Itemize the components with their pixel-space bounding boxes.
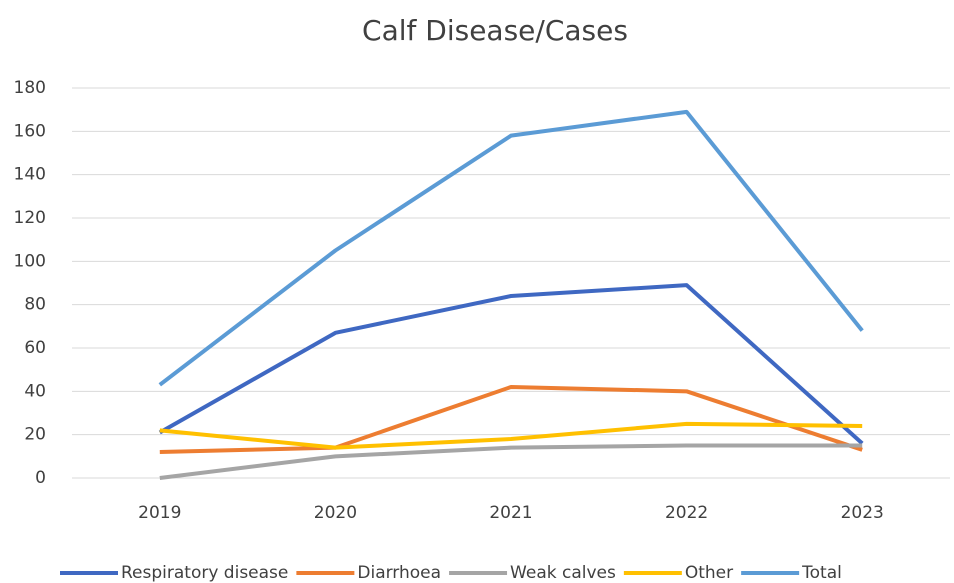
x-tick-label: 2019 [138, 503, 181, 523]
x-tick-label: 2023 [841, 503, 884, 523]
chart-title: Calf Disease/Cases [362, 14, 628, 47]
series-line [159, 421, 863, 450]
y-tick-label: 100 [14, 251, 46, 271]
series-line [158, 109, 864, 387]
y-tick-label: 180 [14, 78, 46, 98]
x-tick-label: 2021 [489, 503, 532, 523]
legend-label: Diarrhoea [357, 563, 441, 583]
legend-label: Respiratory disease [121, 563, 288, 583]
y-tick-label: 120 [14, 208, 46, 228]
legend-label: Other [685, 563, 733, 583]
series-line [158, 283, 864, 445]
y-tick-label: 140 [14, 165, 46, 185]
x-tick-label: 2020 [314, 503, 357, 523]
series-line [159, 443, 863, 480]
x-tick-label: 2022 [665, 503, 708, 523]
y-tick-label: 0 [35, 468, 46, 488]
y-tick-label: 40 [24, 381, 46, 401]
legend-label: Weak calves [510, 563, 616, 583]
y-tick-label: 20 [24, 425, 46, 445]
series-line [159, 385, 863, 454]
y-tick-label: 80 [24, 295, 46, 315]
legend-label: Total [801, 563, 842, 583]
y-tick-label: 160 [14, 121, 46, 141]
y-tick-label: 60 [24, 338, 46, 358]
